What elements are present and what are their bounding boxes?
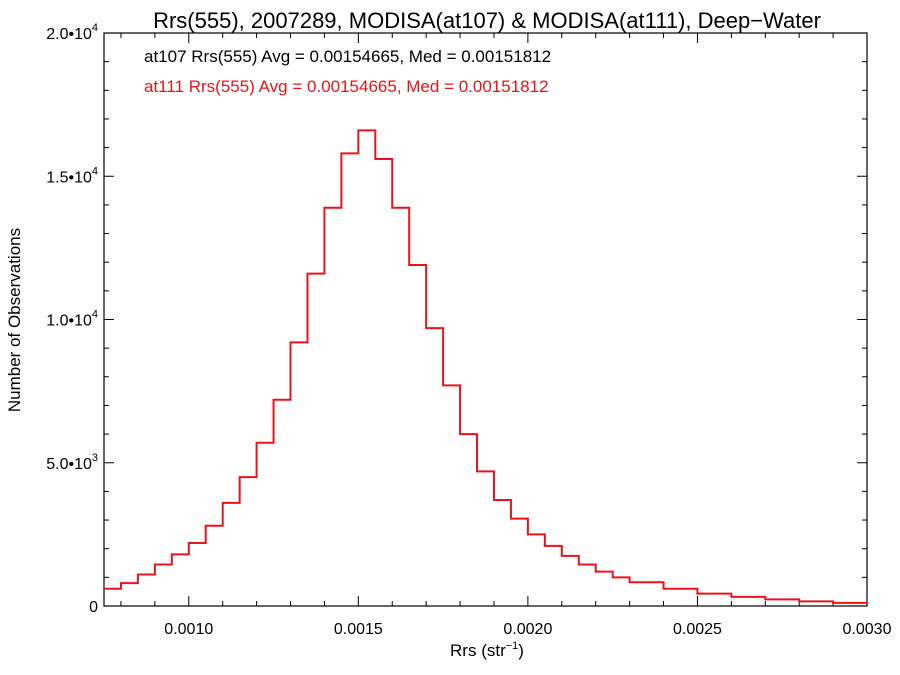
annotation-at107: at107 Rrs(555) Avg = 0.00154665, Med = 0… xyxy=(144,47,551,66)
y-tick-label: 1.5•104 xyxy=(46,165,98,186)
y-tick-label: 1.0•104 xyxy=(46,309,98,330)
x-tick-label: 0.0030 xyxy=(843,621,892,638)
x-axis-label: Rrs (str−1) xyxy=(450,640,524,660)
x-axis-label-text: Rrs (str xyxy=(450,641,506,660)
x-axis-label-exponent: −1 xyxy=(506,640,519,652)
plot-frame xyxy=(103,32,868,607)
x-tick-label: 0.0010 xyxy=(164,621,213,638)
y-axis-label: Number of Observations xyxy=(5,228,24,412)
chart-title: Rrs(555), 2007289, MODISA(at107) & MODIS… xyxy=(153,8,821,33)
x-tick-label: 0.0020 xyxy=(503,621,552,638)
series-group xyxy=(104,129,868,604)
annotation-at111: at111 Rrs(555) Avg = 0.00154665, Med = 0… xyxy=(144,77,549,96)
x-axis-ticks: 0.0010 0.0015 0.0020 0.0025 0.0030 xyxy=(120,33,892,638)
x-tick-label: 0.0015 xyxy=(334,621,383,638)
x-tick-label: 0.0025 xyxy=(673,621,722,638)
histogram-series-0 xyxy=(104,129,868,604)
y-axis-ticks: 0 5.0•103 1.0•104 1.5•104 2.0•104 xyxy=(46,22,867,616)
y-tick-label: 0 xyxy=(89,599,98,616)
x-axis-label-suffix: ) xyxy=(518,641,524,660)
y-tick-label: 2.0•104 xyxy=(46,22,98,43)
y-tick-label: 5.0•103 xyxy=(46,452,98,473)
